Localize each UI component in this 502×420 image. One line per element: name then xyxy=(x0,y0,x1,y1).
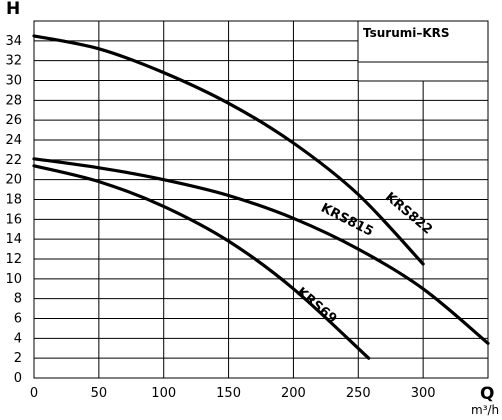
y-tick-label: 8 xyxy=(14,292,22,307)
x-tick-label: 250 xyxy=(346,386,371,401)
y-tick-label: 0 xyxy=(14,371,22,386)
x-tick-label: 0 xyxy=(30,386,38,401)
y-tick-label: 10 xyxy=(5,272,22,287)
series-label-krs822: KRS822 xyxy=(382,190,435,238)
grid xyxy=(33,20,489,379)
y-tick-label: 2 xyxy=(14,351,22,366)
curves xyxy=(32,34,490,360)
x-tick-label: 300 xyxy=(411,386,436,401)
y-tick-label: 26 xyxy=(5,113,22,128)
y-tick-label: 28 xyxy=(5,93,22,108)
title-box xyxy=(357,20,489,82)
y-tick-label: 6 xyxy=(14,312,22,327)
y-tick-label: 18 xyxy=(5,193,22,208)
y-tick-label: 30 xyxy=(5,74,22,89)
x-tick-label: 50 xyxy=(91,386,108,401)
x-tick-label: 100 xyxy=(151,386,176,401)
curve-krs815 xyxy=(32,157,490,345)
x-axis-unit: m³/h xyxy=(471,403,499,417)
x-tick-label: 150 xyxy=(216,386,241,401)
y-tick-label: 16 xyxy=(5,212,22,227)
y-tick-label: 4 xyxy=(14,331,22,346)
x-tick-label: 200 xyxy=(281,386,306,401)
curve-krs822 xyxy=(32,34,425,266)
y-tick-label: 34 xyxy=(5,34,22,49)
y-tick-label: 22 xyxy=(5,153,22,168)
x-axis-label: Q xyxy=(480,384,494,404)
y-tick-label: 24 xyxy=(5,133,22,148)
chart-title: Tsurumi–KRS xyxy=(363,26,450,40)
series-label-krs69: KRS69 xyxy=(293,285,339,327)
y-tick-label: 14 xyxy=(5,232,22,247)
y-axis-label: H xyxy=(6,0,20,19)
y-tick-label: 20 xyxy=(5,173,22,188)
x-tick-labels: 0 50 100 150 200 250 300 xyxy=(30,386,436,401)
y-tick-label: 12 xyxy=(5,252,22,267)
y-tick-label: 32 xyxy=(5,54,22,69)
curve-krs69 xyxy=(32,164,371,360)
